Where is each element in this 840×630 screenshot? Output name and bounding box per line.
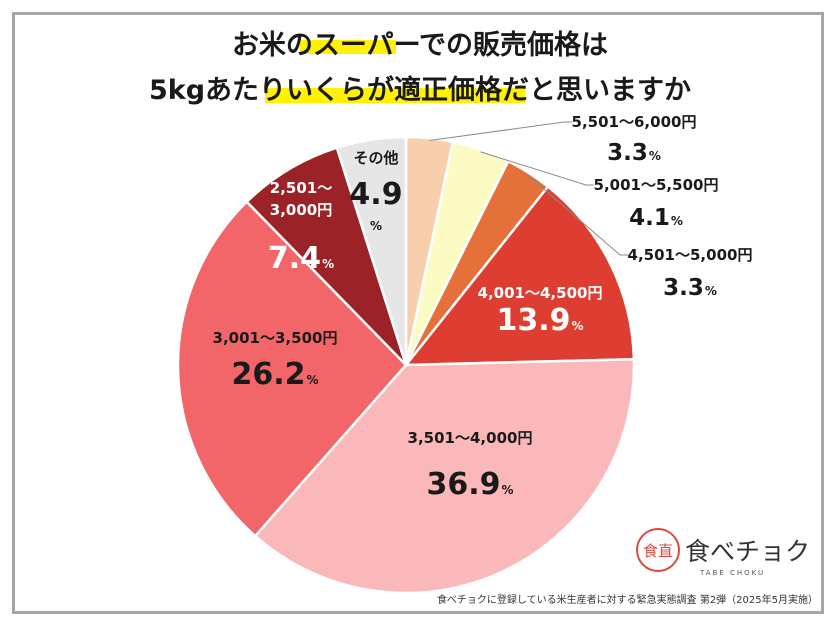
- slice-5-501-6-000-leader: [429, 121, 572, 141]
- slice-5-001-5-500-leader: [480, 151, 594, 186]
- slice-3-001-3-500: [176, 200, 408, 538]
- slice-4-501-5-000-value: 3.3%: [663, 275, 717, 301]
- slice-5-001-5-500-value: 4.1%: [629, 205, 683, 231]
- logo-name: 食べチョク: [685, 537, 810, 566]
- slice-5-501-6-000-value: 3.3%: [607, 140, 661, 166]
- title-highlight-2: [265, 88, 525, 103]
- slice-3-501-4-000: [253, 357, 636, 595]
- slice-4-501-5-000-leader: [527, 174, 628, 256]
- slice-4-501-5-000-label: 4,501〜5,000円: [628, 246, 753, 264]
- slice-other-value: 4.9: [349, 177, 402, 212]
- slice-labels: 5,501〜6,000円 3.3% 5,001〜5,500円 4.1% 4,501〜5,…: [213, 113, 753, 502]
- logo-seal-text: 食直: [643, 542, 673, 560]
- slice-other: [335, 135, 408, 366]
- chart-title-line1: お米のスーパーでの販売価格は: [232, 30, 608, 61]
- footnote: 食べチョクに登録している米生産者に対する緊急実態調査 第2弾（2025年5月実施…: [437, 593, 818, 606]
- chart-title-line2: 5kgあたりいくらが適正価格だと思いますか: [149, 74, 691, 106]
- logo-sub: TABE CHOKU: [699, 569, 765, 577]
- slice-2-501-3-000-label: 2,501〜 3,000円: [270, 179, 332, 219]
- slice-4-001-4-500-value: 13.9%: [496, 303, 583, 338]
- title-highlight-1: [300, 40, 396, 54]
- slice-other-unit: %: [370, 219, 382, 233]
- slice-3-001-3-500-label: 3,001〜3,500円: [213, 329, 338, 347]
- tabechoku-logo: 食直 食べチョク TABE CHOKU: [636, 528, 810, 577]
- slice-5-501-6-000-label: 5,501〜6,000円: [572, 113, 697, 131]
- slice-4-001-4-500-label: 4,001〜4,500円: [478, 284, 603, 302]
- slice-other-label: その他: [353, 149, 398, 167]
- slice-5-001-5-500-label: 5,001〜5,500円: [594, 176, 719, 194]
- slice-4-001-4-500: [403, 184, 636, 367]
- slice-3-501-4-000-value: 36.9%: [426, 467, 513, 502]
- slice-3-501-4-000-label: 3,501〜4,000円: [408, 429, 533, 447]
- logo-seal-icon: [636, 528, 680, 572]
- slice-2-501-3-000: [245, 146, 408, 366]
- leader-lines: [429, 121, 628, 256]
- pie-slices: [176, 135, 636, 595]
- slice-3-001-3-500-value: 26.2%: [231, 357, 318, 392]
